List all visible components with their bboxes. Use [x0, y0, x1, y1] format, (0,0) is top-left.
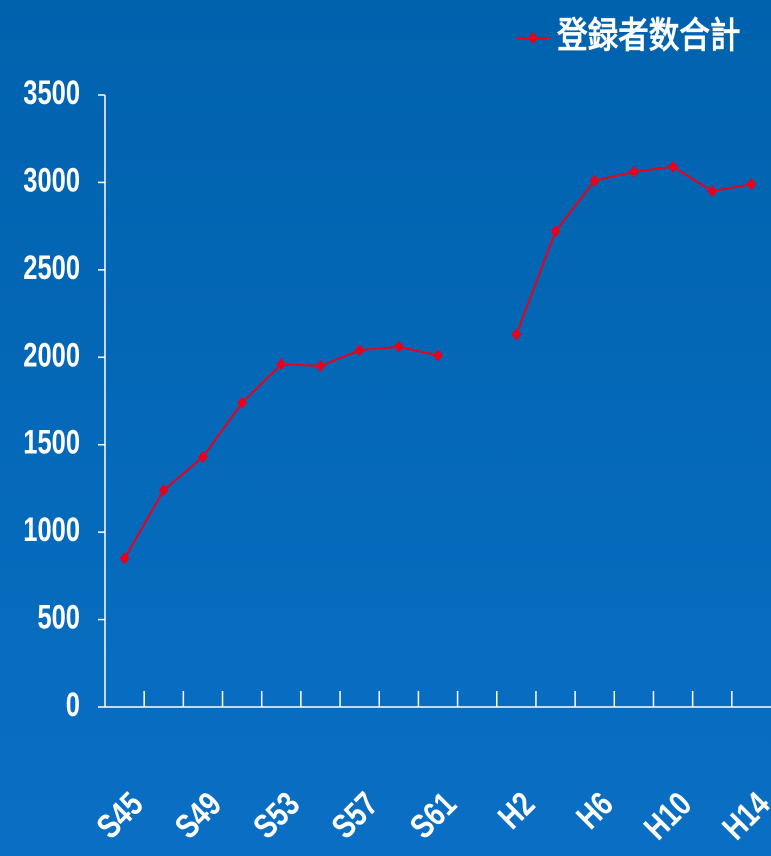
marker — [315, 360, 326, 373]
marker — [628, 165, 639, 178]
legend-label: 登録者数合計 — [556, 15, 740, 56]
y-tick-label: 500 — [37, 599, 80, 636]
marker — [528, 32, 538, 44]
y-tick-label: 3000 — [23, 162, 80, 199]
marker — [158, 484, 169, 497]
marker — [393, 340, 404, 353]
marker — [237, 396, 248, 409]
marker — [550, 225, 561, 238]
y-tick-label: 2000 — [23, 337, 80, 374]
marker — [668, 160, 679, 173]
y-tick-label: 0 — [66, 687, 80, 724]
marker — [707, 185, 718, 198]
y-tick-label: 3500 — [23, 75, 80, 112]
marker — [354, 344, 365, 357]
marker — [276, 358, 287, 371]
marker — [197, 450, 208, 463]
y-tick-label: 1500 — [23, 424, 80, 461]
marker — [746, 178, 757, 191]
marker — [589, 174, 600, 187]
marker — [433, 349, 443, 362]
marker — [119, 552, 130, 565]
y-tick-label: 2500 — [23, 249, 80, 286]
marker — [511, 328, 522, 341]
y-tick-label: 1000 — [23, 512, 80, 549]
